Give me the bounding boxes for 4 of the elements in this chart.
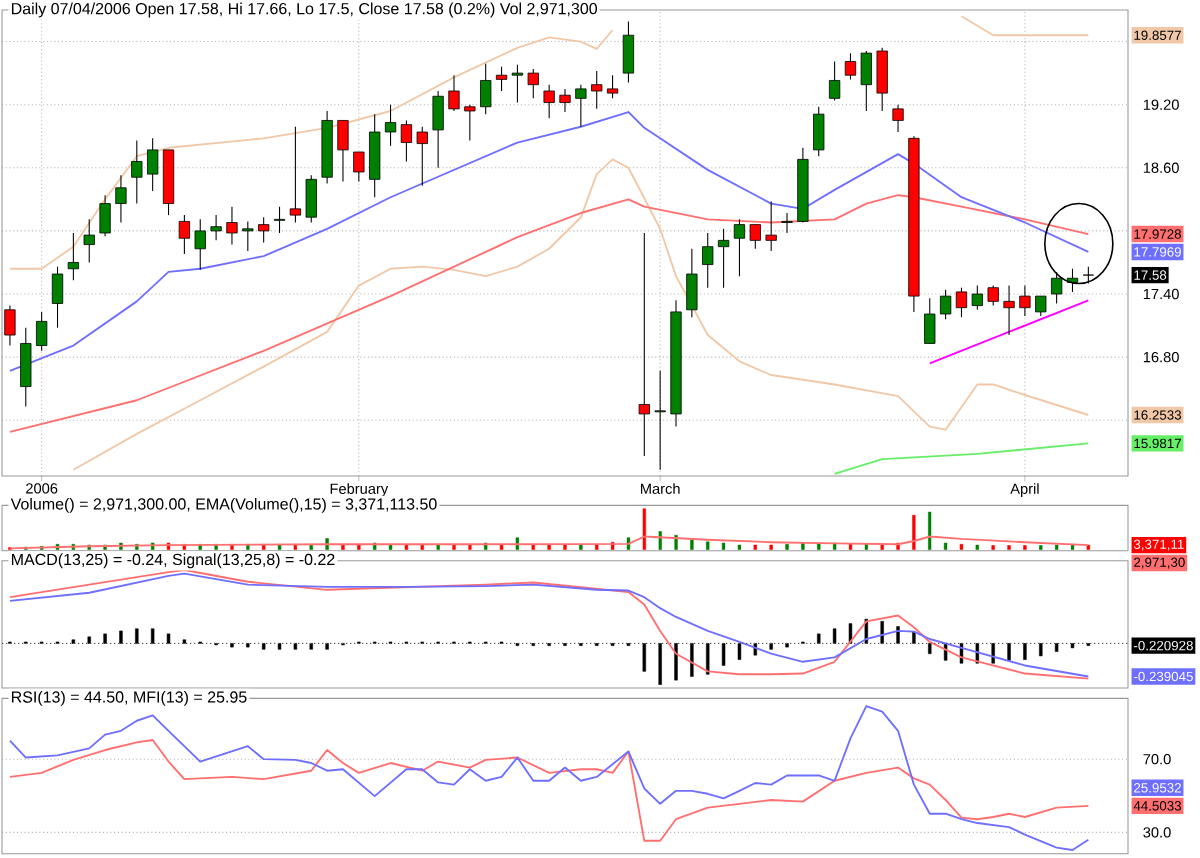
chart-title: RSI(13) = 44.50, MFI(13) = 25.95 xyxy=(11,690,247,706)
chart-title: MACD(13,25) = -0.24, Signal(13,25,8) = -0.22 xyxy=(11,553,335,569)
chart-title: Volume() = 2,971,300.00, EMA(Volume(),15) = 3,371,113.50 xyxy=(10,497,437,513)
chart-title: Daily 07/04/2006 Open 17.58, Hi 17.66, Lo 17.5, Close 17.58 (0.2%) Vol 2,971,300 xyxy=(11,2,598,18)
